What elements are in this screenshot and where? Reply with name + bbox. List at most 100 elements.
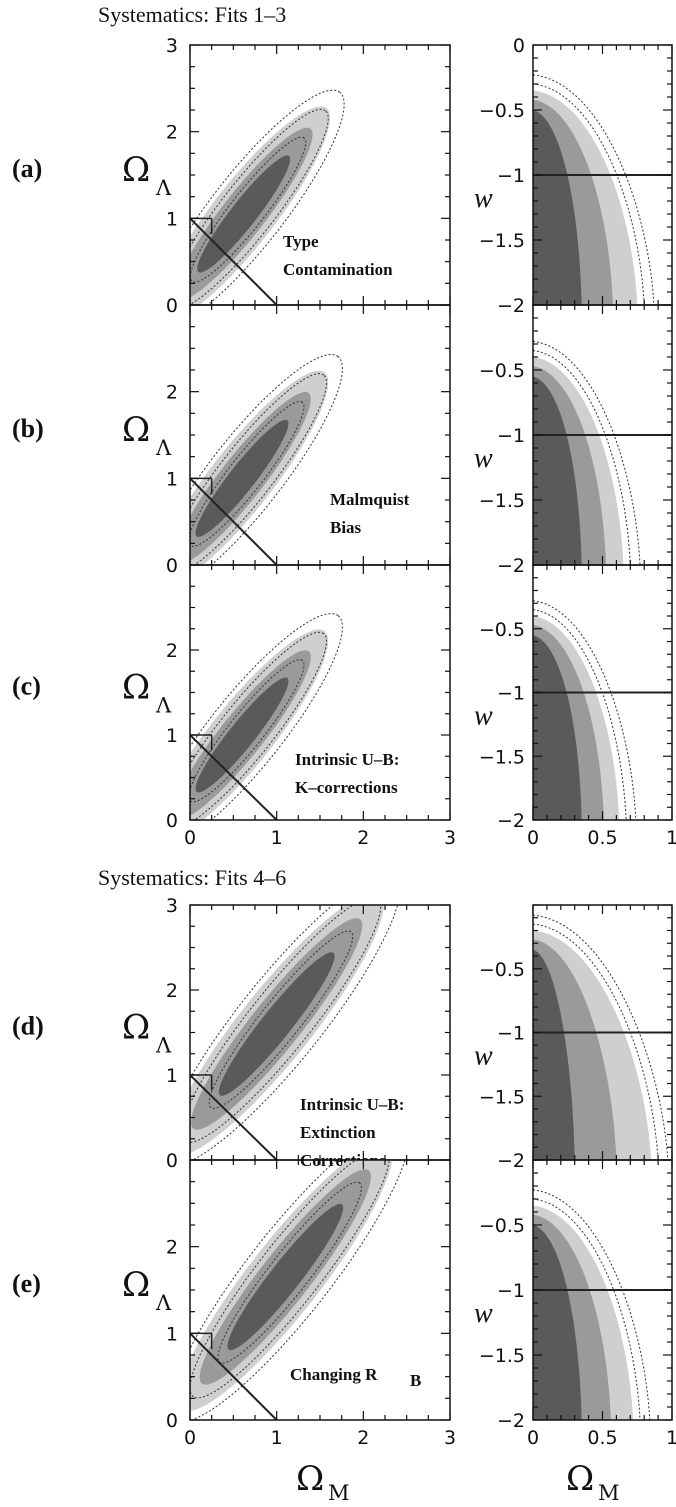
y-axis-subscript: Λ xyxy=(155,176,172,200)
annotation: Changing R xyxy=(290,1365,378,1384)
dotted-contour xyxy=(533,609,627,820)
y-axis-symbol: Ω xyxy=(122,150,150,190)
panel-label: (c) xyxy=(12,672,41,701)
ticks xyxy=(532,1159,673,1421)
contours xyxy=(533,1189,672,1420)
ticks xyxy=(532,44,673,306)
y-tick-label: −1 xyxy=(497,425,525,447)
annotation: Contamination xyxy=(283,260,393,279)
y-tick-label: −0.5 xyxy=(479,619,525,641)
dotted-contour xyxy=(190,400,305,548)
annotation: Intrinsic U–B: xyxy=(300,1095,404,1114)
y-axis-label-w: w xyxy=(474,443,493,474)
x-tick-label: 2 xyxy=(357,827,369,849)
ticks xyxy=(189,1159,451,1421)
y-axis-subscript: Λ xyxy=(155,436,172,460)
contours xyxy=(533,74,672,305)
y-tick-label: 0 xyxy=(166,1410,178,1432)
contours xyxy=(190,905,399,1160)
y-tick-label: 2 xyxy=(166,1237,178,1259)
x-tick-label: 0.5 xyxy=(587,827,617,849)
section-title-fits-1-3: Systematics: Fits 1–3 xyxy=(98,2,286,27)
contour-band xyxy=(533,110,582,305)
section-titles: Systematics: Fits 1–3 Systematics: Fits … xyxy=(98,2,286,890)
y-tick-label: 1 xyxy=(166,725,178,747)
ticks xyxy=(532,564,673,821)
y-tick-label: −1 xyxy=(497,1023,525,1045)
dotted-contour xyxy=(190,373,328,565)
y-tick-label: 2 xyxy=(166,980,178,1002)
contours xyxy=(533,340,672,565)
dotted-contour xyxy=(190,905,382,1144)
y-tick-label: −1 xyxy=(497,1280,525,1302)
flat-universe-line xyxy=(190,477,278,565)
annotation: Bias xyxy=(330,518,362,537)
omega-lambda-panel-e: Changing R B (e) Ω Λ 2 1 00 1 2 3 xyxy=(12,1159,456,1449)
contour-band xyxy=(533,376,582,565)
y-axis-label-w: w xyxy=(474,1298,493,1329)
ticks xyxy=(532,304,673,566)
x-axis-subscript-left: M xyxy=(328,1481,350,1505)
y-axis-subscript: Λ xyxy=(155,694,172,718)
w-panel-e: −0.5 −1 −1.5 −2 w 0 0.5 1 xyxy=(474,1159,676,1449)
y-tick-label: 0 xyxy=(166,555,178,577)
omega-lambda-panel-a: Type Contamination (a) Ω Λ 3 2 1 0 xyxy=(12,35,451,317)
y-tick-label: 0 xyxy=(166,1150,178,1172)
dotted-contour xyxy=(533,350,631,565)
x-tick-label: 0 xyxy=(527,1427,539,1449)
y-tick-label: 0 xyxy=(166,295,178,317)
flat-universe-line xyxy=(190,217,278,305)
contours xyxy=(190,612,343,820)
y-axis-label-w: w xyxy=(474,1041,493,1072)
ticks xyxy=(532,904,673,1161)
contour-band xyxy=(533,1225,582,1420)
dotted-contour xyxy=(533,914,669,1160)
dotted-contour xyxy=(190,136,307,283)
dotted-contour xyxy=(190,612,343,820)
panel-label: (a) xyxy=(12,154,42,183)
dotted-contour xyxy=(190,353,343,565)
x-tick-label: 1 xyxy=(666,1427,676,1449)
y-tick-label: 2 xyxy=(166,382,178,404)
x-tick-label: 1 xyxy=(666,827,676,849)
y-tick-label: 1 xyxy=(166,1323,178,1345)
y-tick-label: 2 xyxy=(166,122,178,144)
y-tick-label: −1.5 xyxy=(479,490,525,512)
y-tick-label: −1.5 xyxy=(479,1086,525,1108)
y-axis-symbol: Ω xyxy=(122,668,150,708)
dotted-contour xyxy=(533,1198,641,1420)
y-tick-label: −1 xyxy=(497,165,525,187)
contour-68 xyxy=(197,155,291,273)
dotted-contour xyxy=(190,89,345,305)
x-tick-label: 2 xyxy=(357,1427,369,1449)
w-panel-a: 0 −0.5 −1 −1.5 −2 w xyxy=(474,35,673,317)
annotation-subscript: B xyxy=(410,1371,421,1390)
y-tick-label: −1.5 xyxy=(479,230,525,252)
y-tick-label: 3 xyxy=(166,35,178,57)
annotation: K–corrections xyxy=(295,778,398,797)
contours xyxy=(533,914,672,1160)
y-tick-label: −2 xyxy=(497,1410,525,1432)
x-tick-label: 1 xyxy=(271,827,283,849)
y-tick-label: 1 xyxy=(166,208,178,230)
y-tick-label: −0.5 xyxy=(479,959,525,981)
dotted-contour xyxy=(533,1189,651,1420)
dotted-contour xyxy=(190,631,328,820)
contour-band xyxy=(533,635,582,820)
dotted-contour xyxy=(190,1160,390,1399)
w-panel-d: −0.5 −1 −1.5 −2 w xyxy=(474,904,673,1172)
y-tick-label: −1.5 xyxy=(479,1345,525,1367)
annotation: Type xyxy=(283,232,319,251)
contours xyxy=(533,600,672,820)
contours xyxy=(190,89,345,305)
y-tick-label: −1.5 xyxy=(479,746,525,768)
annotation: Extinction xyxy=(300,1123,376,1142)
panel-label: (d) xyxy=(12,1012,44,1041)
dotted-contour xyxy=(208,930,354,1109)
panel-label: (b) xyxy=(12,414,44,443)
flat-universe-line xyxy=(190,734,278,820)
